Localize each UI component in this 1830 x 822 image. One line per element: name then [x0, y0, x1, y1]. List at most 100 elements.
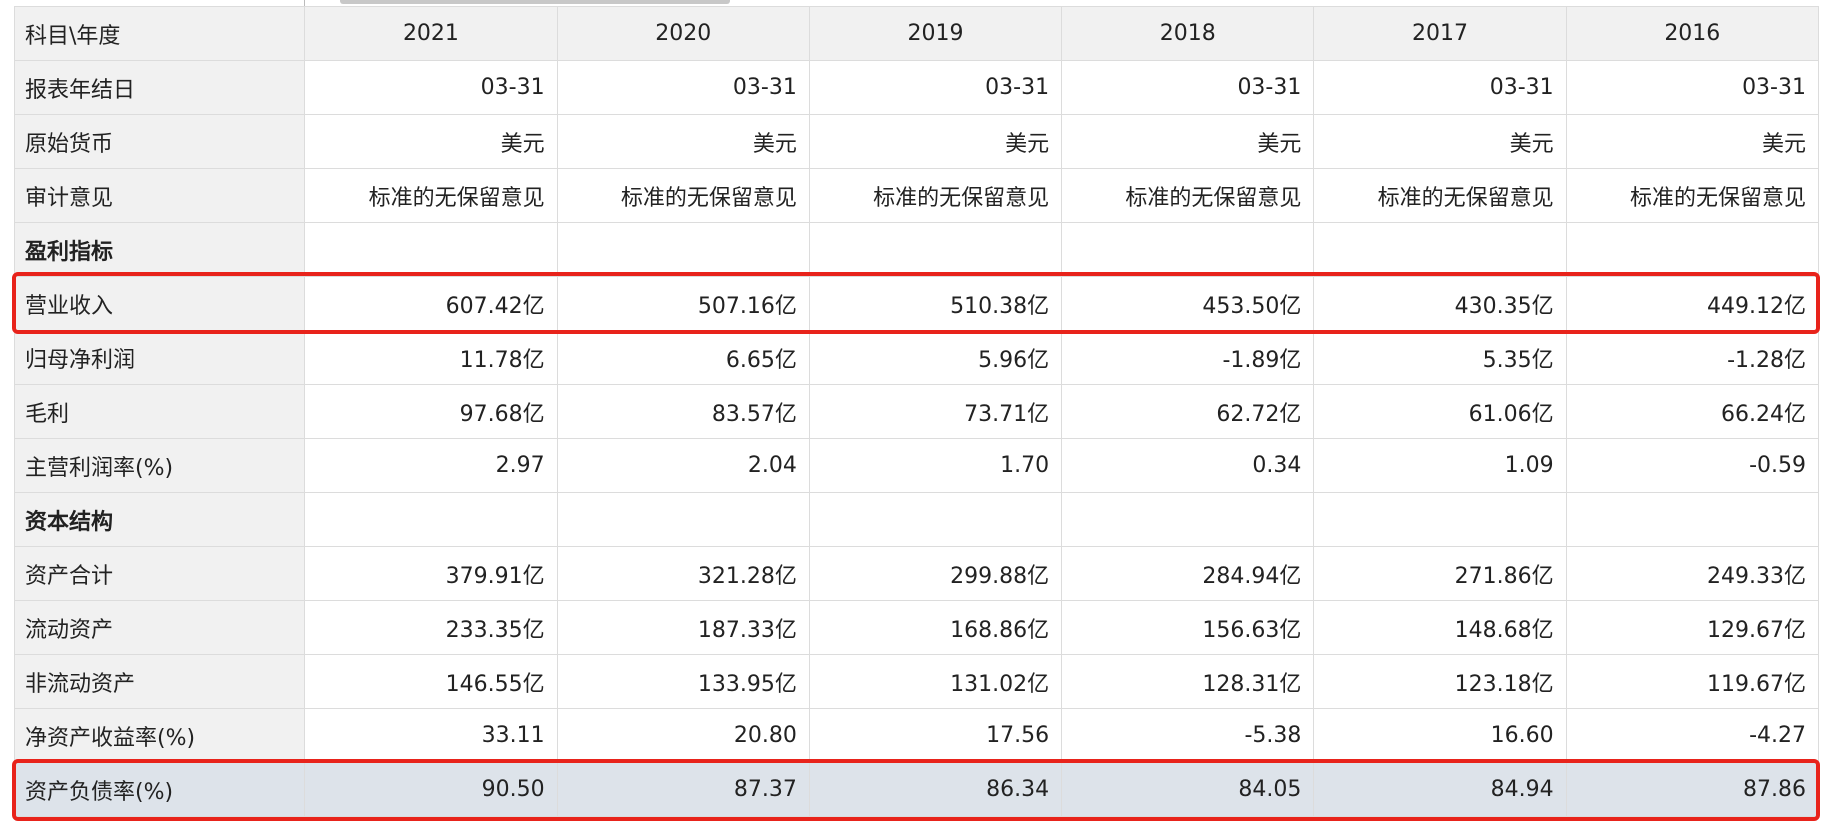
table-cell: 61.06亿: [1313, 384, 1567, 439]
table-cell: 379.91亿: [304, 546, 558, 601]
table-row: 主营利润率(%) 2.97 2.04 1.70 0.34 1.09 -0.59: [13, 438, 1820, 493]
table-cell: 6.65亿: [556, 330, 810, 385]
table-cell: 133.95亿: [556, 654, 810, 709]
table-cell: 507.16亿: [556, 276, 810, 331]
table-cell: [304, 492, 558, 547]
table-cell: 510.38亿: [808, 276, 1063, 331]
table-row: 原始货币 美元 美元 美元 美元 美元 美元: [13, 114, 1820, 169]
table-cell: 美元: [1061, 114, 1315, 169]
row-label: 营业收入: [13, 276, 306, 331]
table-cell: 美元: [304, 114, 558, 169]
table-cell: 607.42亿: [304, 276, 558, 331]
table-cell: 03-31: [1061, 60, 1315, 115]
table-cell: 1.70: [808, 438, 1063, 493]
table-cell: 284.94亿: [1061, 546, 1315, 601]
year-header[interactable]: 2020: [556, 6, 810, 61]
column-divider: [304, 0, 305, 6]
table-cell: 5.35亿: [1313, 330, 1567, 385]
table-cell: 03-31: [1565, 60, 1820, 115]
table-row: 资产合计 379.91亿 321.28亿 299.88亿 284.94亿 271…: [13, 546, 1820, 601]
table-cell: [556, 492, 810, 547]
table-cell: 129.67亿: [1565, 600, 1820, 655]
table-cell: 03-31: [808, 60, 1063, 115]
table-cell: -1.28亿: [1565, 330, 1820, 385]
table-cell: 标准的无保留意见: [1565, 168, 1820, 223]
table-row: 流动资产 233.35亿 187.33亿 168.86亿 156.63亿 148…: [13, 600, 1820, 655]
section-title: 盈利指标: [13, 222, 306, 277]
scrollbar-thumb[interactable]: [340, 0, 730, 4]
row-label: 净资产收益率(%): [13, 708, 306, 763]
table-cell: 271.86亿: [1313, 546, 1567, 601]
table-cell: 131.02亿: [808, 654, 1063, 709]
table-cell: 美元: [808, 114, 1063, 169]
year-header[interactable]: 2018: [1061, 6, 1315, 61]
table-row-selected[interactable]: 资产负债率(%) 90.50 87.37 86.34 84.05 84.94 8…: [13, 762, 1820, 817]
table-cell: 321.28亿: [556, 546, 810, 601]
table-cell: 03-31: [556, 60, 810, 115]
table-cell: 17.56: [808, 708, 1063, 763]
table-cell: 84.94: [1313, 762, 1567, 817]
table-cell: 148.68亿: [1313, 600, 1567, 655]
table-cell: -0.59: [1565, 438, 1820, 493]
table-cell: 73.71亿: [808, 384, 1063, 439]
table-cell: 83.57亿: [556, 384, 810, 439]
table-cell: [1565, 222, 1820, 277]
table-cell: 87.86: [1565, 762, 1820, 817]
table-cell: [1313, 222, 1567, 277]
section-header-row: 资本结构: [13, 492, 1820, 547]
table-cell: 03-31: [304, 60, 558, 115]
table-cell: -1.89亿: [1061, 330, 1315, 385]
table-cell: [808, 222, 1063, 277]
table-row: 净资产收益率(%) 33.11 20.80 17.56 -5.38 16.60 …: [13, 708, 1820, 763]
table-cell: 86.34: [808, 762, 1063, 817]
table-row: 报表年结日 03-31 03-31 03-31 03-31 03-31 03-3…: [13, 60, 1820, 115]
table-cell: 119.67亿: [1565, 654, 1820, 709]
table-cell: 20.80: [556, 708, 810, 763]
table-cell: -5.38: [1061, 708, 1315, 763]
table-cell: 62.72亿: [1061, 384, 1315, 439]
table-cell: 美元: [1565, 114, 1820, 169]
table-cell: [1313, 492, 1567, 547]
table-cell: 0.34: [1061, 438, 1315, 493]
table-cell: -4.27: [1565, 708, 1820, 763]
table-cell: 标准的无保留意见: [1313, 168, 1567, 223]
row-label: 流动资产: [13, 600, 306, 655]
year-header[interactable]: 2019: [808, 6, 1063, 61]
table-cell: [808, 492, 1063, 547]
table-row: 归母净利润 11.78亿 6.65亿 5.96亿 -1.89亿 5.35亿 -1…: [13, 330, 1820, 385]
table-cell: 249.33亿: [1565, 546, 1820, 601]
section-header-row: 盈利指标: [13, 222, 1820, 277]
header-label: 科目\年度: [13, 6, 306, 61]
table-cell: 标准的无保留意见: [556, 168, 810, 223]
year-header[interactable]: 2017: [1313, 6, 1567, 61]
row-label: 毛利: [13, 384, 306, 439]
row-label: 归母净利润: [13, 330, 306, 385]
horizontal-scrollbar[interactable]: [0, 0, 1830, 6]
table-row: 毛利 97.68亿 83.57亿 73.71亿 62.72亿 61.06亿 66…: [13, 384, 1820, 439]
table-cell: 128.31亿: [1061, 654, 1315, 709]
table-cell: 2.04: [556, 438, 810, 493]
table-cell: [1061, 222, 1315, 277]
row-label: 主营利润率(%): [13, 438, 306, 493]
table-cell: 168.86亿: [808, 600, 1063, 655]
table-cell: [1565, 492, 1820, 547]
year-header[interactable]: 2016: [1565, 6, 1820, 61]
table-cell: 1.09: [1313, 438, 1567, 493]
year-header[interactable]: 2021: [304, 6, 558, 61]
table-cell: 5.96亿: [808, 330, 1063, 385]
table-cell: 453.50亿: [1061, 276, 1315, 331]
table-cell: 187.33亿: [556, 600, 810, 655]
table-cell: 标准的无保留意见: [304, 168, 558, 223]
table-cell: 430.35亿: [1313, 276, 1567, 331]
table-cell: 97.68亿: [304, 384, 558, 439]
table-row: 非流动资产 146.55亿 133.95亿 131.02亿 128.31亿 12…: [13, 654, 1820, 709]
table-cell: 标准的无保留意见: [808, 168, 1063, 223]
table-cell: 美元: [556, 114, 810, 169]
table-cell: [304, 222, 558, 277]
table-row: 营业收入 607.42亿 507.16亿 510.38亿 453.50亿 430…: [13, 276, 1820, 331]
row-label: 资产合计: [13, 546, 306, 601]
table-cell: 299.88亿: [808, 546, 1063, 601]
table-cell: 146.55亿: [304, 654, 558, 709]
table-cell: 16.60: [1313, 708, 1567, 763]
table-cell: 33.11: [304, 708, 558, 763]
